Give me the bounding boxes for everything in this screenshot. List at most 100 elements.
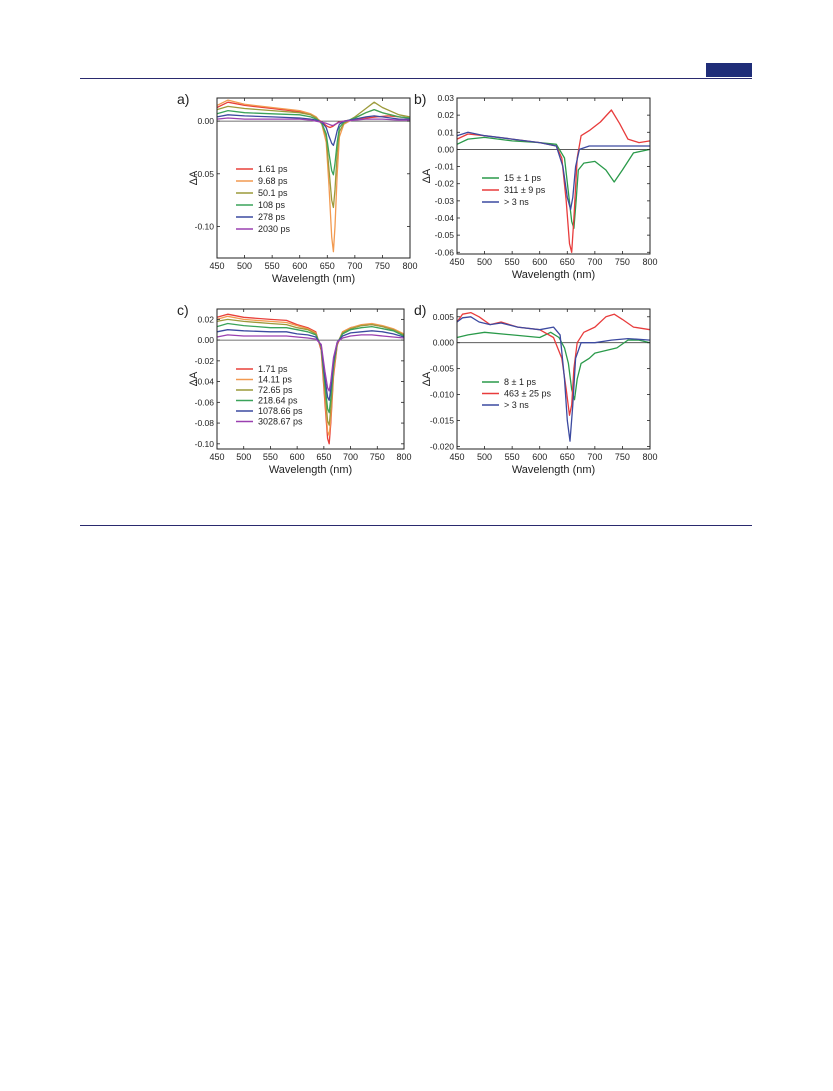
legend-label: 1.61 ps bbox=[258, 164, 288, 174]
y-tick-label: -0.04 bbox=[195, 377, 215, 387]
y-tick-label: -0.05 bbox=[195, 169, 215, 179]
x-tick-label: 450 bbox=[449, 452, 464, 462]
legend-label: 218.64 ps bbox=[258, 396, 298, 406]
y-tick-label: 0.000 bbox=[433, 338, 455, 348]
y-tick-label: 0.01 bbox=[437, 127, 454, 137]
y-tick-label: -0.05 bbox=[435, 230, 455, 240]
header-rule bbox=[80, 78, 752, 79]
y-tick-label: -0.10 bbox=[195, 221, 215, 231]
x-tick-label: 750 bbox=[615, 257, 630, 267]
x-tick-label: 650 bbox=[316, 452, 331, 462]
x-tick-label: 700 bbox=[587, 452, 602, 462]
series-line bbox=[216, 114, 410, 147]
x-tick-label: 550 bbox=[265, 261, 280, 271]
legend-label: 9.68 ps bbox=[258, 176, 288, 186]
x-axis-label: Wavelength (nm) bbox=[272, 273, 355, 285]
y-tick-label: -0.04 bbox=[435, 213, 455, 223]
legend-label: 1078.66 ps bbox=[258, 406, 303, 416]
series-line bbox=[216, 101, 411, 209]
y-tick-label: -0.010 bbox=[430, 390, 454, 400]
x-tick-label: 700 bbox=[587, 257, 602, 267]
y-tick-label: -0.08 bbox=[195, 418, 215, 428]
legend-label: 14.11 ps bbox=[258, 375, 292, 385]
y-tick-label: 0.00 bbox=[437, 144, 454, 154]
chart-panel-d: 450 500 550 600 650 700 750 800 0.005 0.000 -0.005… bbox=[414, 302, 658, 476]
x-tick-label: 600 bbox=[290, 452, 305, 462]
legend-label: 311 ± 9 ps bbox=[504, 185, 546, 195]
x-tick-label: 700 bbox=[347, 261, 362, 271]
x-tick-label: 800 bbox=[642, 257, 657, 267]
y-tick-label: -0.06 bbox=[195, 397, 215, 407]
series-line bbox=[216, 318, 405, 426]
legend-label: 2030 ps bbox=[258, 224, 291, 234]
plot-frame bbox=[216, 308, 405, 450]
x-tick-label: 600 bbox=[532, 257, 547, 267]
legend-label: 50.1 ps bbox=[258, 188, 288, 198]
x-tick-label: 750 bbox=[615, 452, 630, 462]
x-tick-label: 550 bbox=[263, 452, 278, 462]
panel-label: c) bbox=[177, 302, 189, 318]
legend-label: 1.71 ps bbox=[258, 364, 288, 374]
x-tick-label: 650 bbox=[560, 257, 575, 267]
panel-label: d) bbox=[414, 302, 426, 318]
x-tick-label: 600 bbox=[292, 261, 307, 271]
x-tick-label: 750 bbox=[375, 261, 390, 271]
legend-label: 3028.67 ps bbox=[258, 417, 303, 427]
x-tick-label: 800 bbox=[396, 452, 411, 462]
y-tick-label: -0.02 bbox=[195, 356, 215, 366]
legend-label: 8 ± 1 ps bbox=[504, 377, 536, 387]
footer-rule bbox=[80, 525, 752, 526]
panel-label: b) bbox=[414, 91, 426, 107]
y-tick-label: -0.015 bbox=[430, 415, 454, 425]
y-axis-label: ΔA bbox=[421, 371, 433, 386]
x-tick-label: 800 bbox=[402, 261, 417, 271]
legend-label: 72.65 ps bbox=[258, 385, 293, 395]
x-tick-label: 650 bbox=[320, 261, 335, 271]
y-axis-label: ΔA bbox=[421, 168, 433, 183]
y-tick-label: -0.03 bbox=[435, 196, 455, 206]
y-tick-label: -0.10 bbox=[195, 439, 215, 449]
chart-panel-c: 450 500 550 600 650 700 750 800 0.02 0.00 -0.02 -0.… bbox=[177, 302, 412, 476]
y-tick-label: -0.01 bbox=[435, 162, 455, 172]
y-tick-label: -0.06 bbox=[435, 247, 455, 257]
y-tick-label: 0.00 bbox=[197, 335, 214, 345]
series-line bbox=[216, 101, 411, 129]
legend-label: 278 ps bbox=[258, 212, 286, 222]
legend-label: > 3 ns bbox=[504, 197, 529, 207]
y-tick-label: 0.03 bbox=[437, 93, 454, 103]
series-line bbox=[216, 329, 405, 401]
y-tick-label: 0.02 bbox=[197, 314, 214, 324]
legend-label: 463 ± 25 ps bbox=[504, 389, 551, 399]
series-line bbox=[456, 136, 651, 229]
x-tick-label: 550 bbox=[505, 452, 520, 462]
header-tab bbox=[706, 63, 752, 77]
series-line bbox=[216, 334, 405, 392]
y-tick-label: 0.005 bbox=[433, 312, 455, 322]
x-tick-label: 550 bbox=[505, 257, 520, 267]
x-tick-label: 750 bbox=[370, 452, 385, 462]
legend-label: > 3 ns bbox=[504, 400, 529, 410]
y-tick-label: 0.02 bbox=[437, 110, 454, 120]
y-axis-label: ΔA bbox=[188, 371, 200, 386]
x-tick-label: 650 bbox=[560, 452, 575, 462]
series-line bbox=[456, 131, 650, 211]
x-tick-label: 500 bbox=[237, 261, 252, 271]
x-axis-label: Wavelength (nm) bbox=[512, 464, 595, 476]
x-tick-label: 500 bbox=[477, 452, 492, 462]
chart-panel-a: 450 500 550 600 650 700 750 800 0.00 -0.05 -0.10 Wa… bbox=[177, 91, 418, 285]
x-tick-label: 450 bbox=[209, 452, 224, 462]
series-line bbox=[216, 117, 410, 127]
plot-frame bbox=[216, 97, 411, 259]
x-axis-label: Wavelength (nm) bbox=[269, 464, 352, 476]
figure-panels: 450 500 550 600 650 700 750 800 0.00 -0.05 -0.10 Wa… bbox=[177, 91, 658, 476]
y-tick-label: -0.005 bbox=[430, 364, 454, 374]
series-line bbox=[456, 316, 651, 442]
series-line bbox=[456, 109, 651, 253]
series-line bbox=[216, 108, 411, 176]
y-tick-label: 0.00 bbox=[197, 116, 214, 126]
x-tick-label: 600 bbox=[532, 452, 547, 462]
x-tick-label: 450 bbox=[209, 261, 224, 271]
x-tick-label: 800 bbox=[642, 452, 657, 462]
x-axis-label: Wavelength (nm) bbox=[512, 269, 595, 281]
y-tick-label: -0.020 bbox=[430, 441, 454, 451]
